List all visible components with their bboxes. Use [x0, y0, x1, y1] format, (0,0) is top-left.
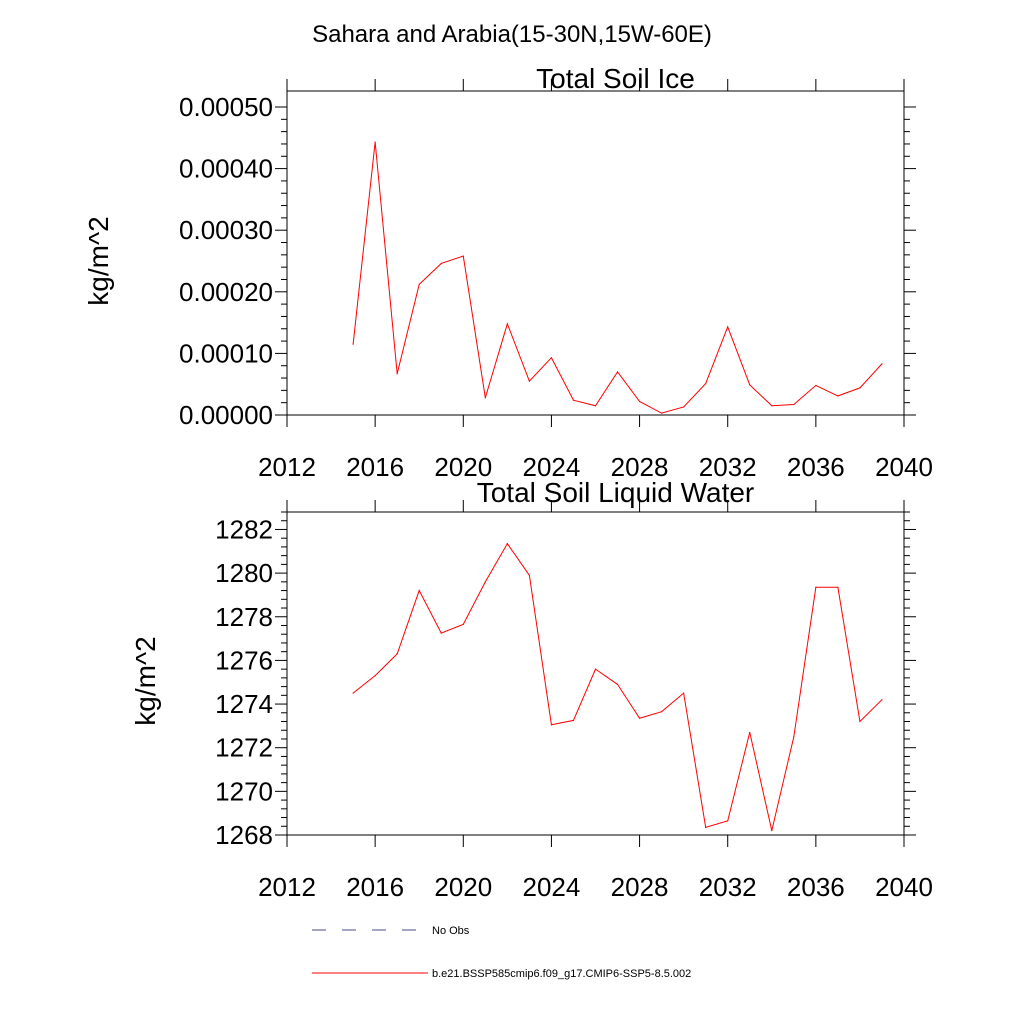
- y-tick-label: 1280: [215, 558, 273, 588]
- plot-frame: [286, 511, 905, 836]
- x-tick-label: 2040: [875, 452, 933, 482]
- data-point: [594, 405, 597, 407]
- x-tick-label: 2024: [523, 452, 581, 482]
- data-point: [352, 343, 354, 345]
- x-tick-label: 2036: [787, 872, 845, 902]
- x-tick-label: 2020: [434, 872, 492, 902]
- data-point: [859, 720, 861, 723]
- data-point: [638, 717, 641, 719]
- data-point: [484, 397, 486, 399]
- data-point: [661, 711, 663, 713]
- x-tick-label: 2020: [434, 452, 492, 482]
- x-tick-label: 2040: [875, 872, 933, 902]
- data-point: [837, 586, 839, 588]
- y-tick-label: 0.00040: [179, 154, 273, 184]
- x-tick-label: 2036: [787, 452, 845, 482]
- data-point: [771, 830, 773, 832]
- y-tick-label: 0.00000: [179, 400, 273, 430]
- x-tick-label: 2016: [346, 452, 404, 482]
- data-point: [616, 371, 619, 373]
- data-point: [550, 724, 553, 726]
- data-point: [374, 675, 376, 677]
- series-line: [352, 142, 883, 414]
- data-point: [572, 719, 575, 722]
- data-point: [815, 586, 817, 588]
- data-point: [683, 406, 685, 408]
- data-point: [793, 736, 795, 738]
- series-line: [352, 542, 883, 831]
- x-tick-label: 2016: [346, 872, 404, 902]
- main-title: Sahara and Arabia(15-30N,15W-60E): [312, 21, 712, 48]
- x-tick-label: 2012: [258, 452, 316, 482]
- legend: No Obs b.e21.BSSP585cmip6.f09_g17.CMIP6-…: [312, 925, 691, 980]
- x-tick-label: 2028: [611, 452, 669, 482]
- y-tick-label: 0.00030: [179, 215, 273, 245]
- data-point: [793, 403, 795, 406]
- y-tick-label: 1270: [215, 776, 273, 806]
- y-tick-label: 0.00050: [179, 92, 273, 122]
- data-point: [528, 574, 530, 576]
- panel-soil-ice: Total Soil Ice kg/m^2 0.00000 0.00010 0.0002…: [83, 63, 933, 482]
- y-tick-label: 1272: [215, 733, 273, 763]
- data-point: [418, 283, 420, 286]
- x-tick-label: 2032: [699, 452, 757, 482]
- y-tick-label: 1278: [215, 602, 273, 632]
- data-point: [506, 323, 508, 325]
- data-point: [837, 395, 839, 397]
- data-point: [881, 363, 883, 365]
- data-point: [749, 384, 751, 386]
- data-point: [727, 820, 729, 822]
- data-point: [594, 668, 597, 670]
- data-point: [638, 400, 641, 403]
- data-point: [749, 731, 751, 734]
- data-point: [727, 326, 729, 328]
- y-tick-label: 1268: [215, 820, 273, 850]
- data-point: [661, 412, 663, 414]
- data-point: [815, 384, 817, 387]
- data-point: [418, 589, 420, 592]
- data-point: [881, 699, 883, 701]
- data-point: [462, 255, 464, 257]
- panel-soil-liquid-water: Total Soil Liquid Water kg/m^2 1268 1270 127…: [130, 477, 933, 902]
- data-point: [440, 262, 442, 265]
- y-tick-label: 1274: [215, 689, 273, 719]
- plot-frame: [286, 90, 905, 416]
- panel-title: Total Soil Ice: [536, 63, 695, 94]
- y-tick-label: 1276: [215, 645, 273, 675]
- data-point: [396, 373, 398, 375]
- data-point: [462, 623, 464, 625]
- x-tick-label: 2032: [699, 872, 757, 902]
- data-point: [440, 632, 442, 634]
- x-tick-label: 2028: [611, 872, 669, 902]
- y-axis-label: kg/m^2: [130, 636, 161, 725]
- data-point: [374, 141, 376, 143]
- y-axis-label: kg/m^2: [83, 216, 114, 305]
- data-point: [506, 543, 508, 545]
- data-point: [528, 380, 530, 382]
- data-point: [705, 826, 707, 828]
- data-point: [616, 683, 619, 686]
- y-tick-label: 0.00020: [179, 277, 273, 307]
- y-tick-label: 0.00010: [179, 338, 273, 368]
- data-point: [683, 692, 685, 694]
- y-tick-label: 1282: [215, 514, 273, 544]
- data-point: [396, 653, 398, 655]
- x-tick-label: 2024: [523, 872, 581, 902]
- data-point: [572, 399, 575, 401]
- data-point: [859, 387, 861, 389]
- legend-label-model: b.e21.BSSP585cmip6.f09_g17.CMIP6-SSP5-8.…: [432, 968, 691, 980]
- data-point: [352, 692, 354, 694]
- x-tick-label: 2012: [258, 872, 316, 902]
- data-point: [705, 382, 707, 385]
- data-point: [550, 357, 553, 359]
- data-point: [484, 581, 486, 583]
- data-point: [771, 405, 773, 407]
- legend-label-no-obs: No Obs: [432, 925, 470, 937]
- panel-title: Total Soil Liquid Water: [477, 477, 755, 508]
